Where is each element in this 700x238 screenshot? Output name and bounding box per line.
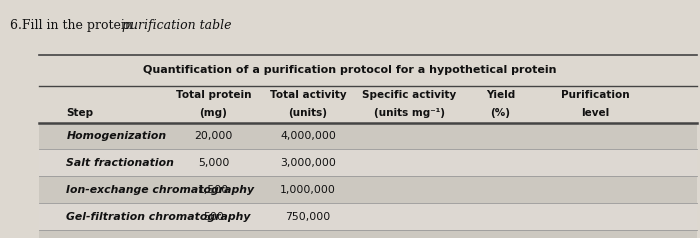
Text: Salt fractionation: Salt fractionation	[66, 158, 174, 168]
Bar	[38, 149, 696, 176]
Text: Quantification of a purification protocol for a hypothetical protein: Quantification of a purification protoco…	[144, 65, 556, 75]
Text: 5,000: 5,000	[198, 158, 229, 168]
Text: Specific activity: Specific activity	[363, 90, 456, 100]
Text: (units): (units)	[288, 108, 328, 118]
Text: (%): (%)	[491, 108, 510, 118]
Text: (mg): (mg)	[199, 108, 228, 118]
Bar	[38, 203, 696, 230]
Text: 4,000,000: 4,000,000	[280, 131, 336, 141]
Text: purification table: purification table	[122, 19, 232, 32]
Text: Step: Step	[66, 108, 94, 118]
Text: 3,000,000: 3,000,000	[280, 158, 336, 168]
Text: Yield: Yield	[486, 90, 515, 100]
Text: Total protein: Total protein	[176, 90, 251, 100]
Bar	[38, 55, 696, 86]
Bar	[38, 230, 696, 238]
Text: Gel-filtration chromatography: Gel-filtration chromatography	[66, 212, 251, 222]
Text: 1,500: 1,500	[198, 185, 229, 195]
Text: 6.Fill in the protein: 6.Fill in the protein	[10, 19, 137, 32]
Bar	[38, 176, 696, 203]
Bar	[38, 86, 696, 123]
Text: 1,000,000: 1,000,000	[280, 185, 336, 195]
Text: 500: 500	[203, 212, 224, 222]
Text: Total activity: Total activity	[270, 90, 346, 100]
Text: (units mg⁻¹): (units mg⁻¹)	[374, 108, 445, 118]
Text: Homogenization: Homogenization	[66, 131, 167, 141]
Text: level: level	[581, 108, 609, 118]
Text: Ion-exchange chromatography: Ion-exchange chromatography	[66, 185, 255, 195]
Bar	[38, 123, 696, 149]
Text: Purification: Purification	[561, 90, 629, 100]
Text: 20,000: 20,000	[195, 131, 232, 141]
Text: 750,000: 750,000	[286, 212, 330, 222]
